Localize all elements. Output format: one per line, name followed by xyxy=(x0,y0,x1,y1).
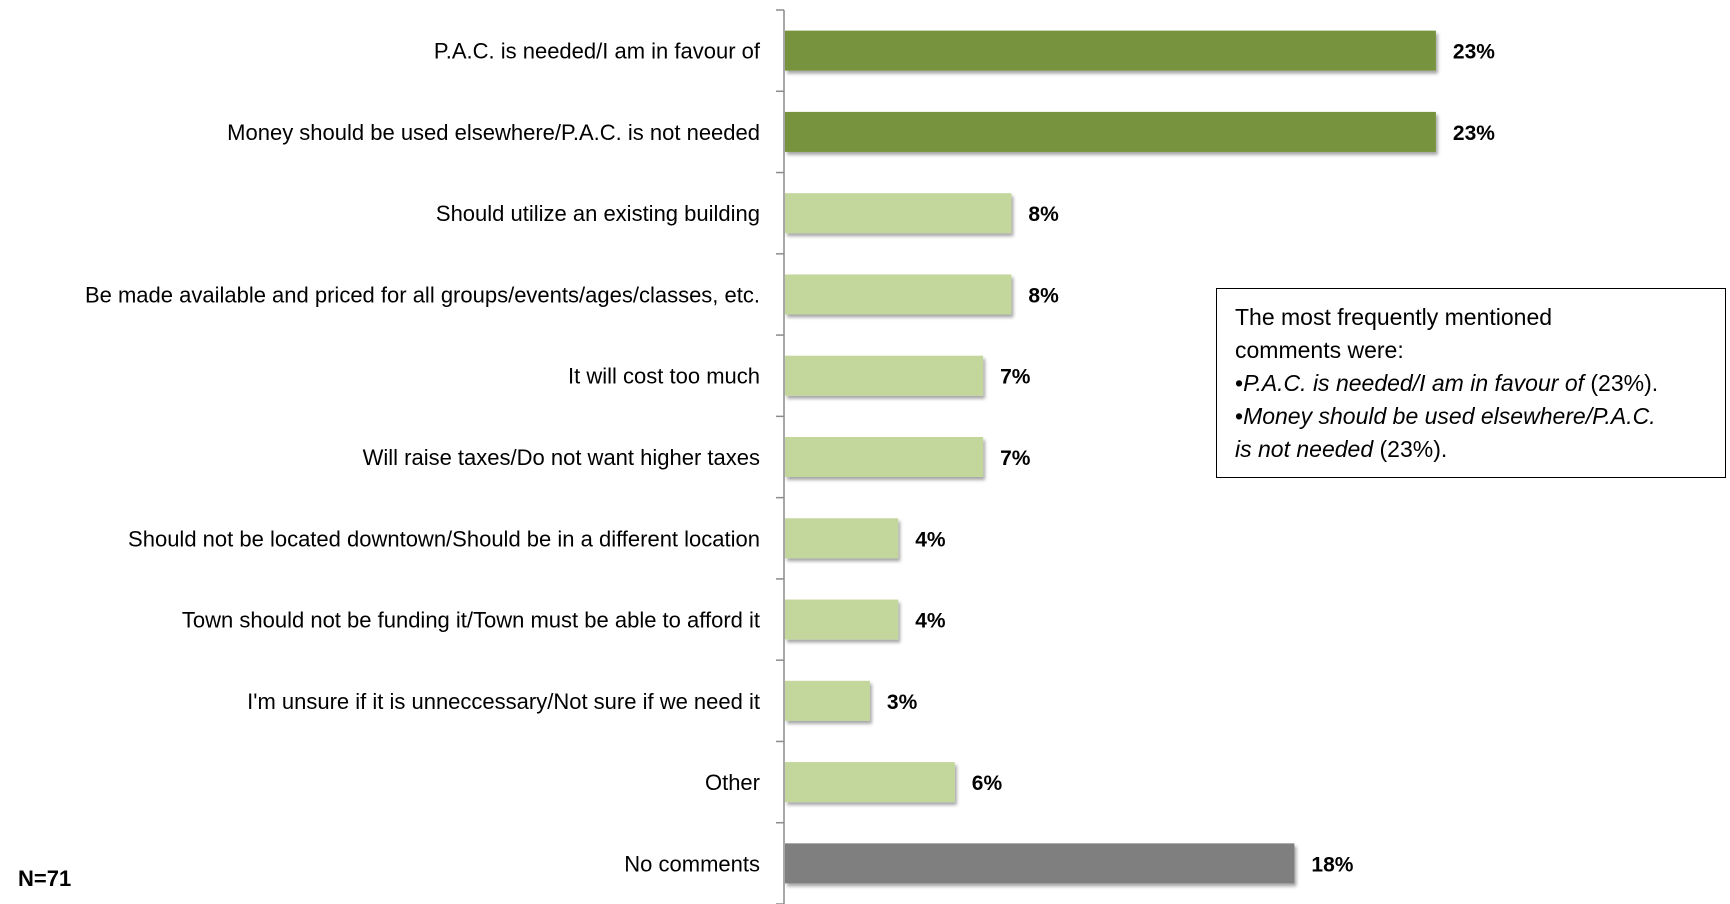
value-label: 3% xyxy=(887,691,918,714)
value-label: 23% xyxy=(1453,122,1495,145)
bar xyxy=(785,762,955,803)
callout-item-1-text: P.A.C. is needed/I am in favour of xyxy=(1243,370,1584,396)
category-label: Town should not be funding it/Town must … xyxy=(182,608,760,633)
category-label: I'm unsure if it is unneccessary/Not sur… xyxy=(247,689,760,714)
bar xyxy=(785,355,984,396)
bar xyxy=(785,843,1295,884)
sample-size-note: N=71 xyxy=(18,866,72,891)
bar xyxy=(785,599,899,640)
callout-item-1-suffix: (23%). xyxy=(1584,370,1659,396)
category-label: Will raise taxes/Do not want higher taxe… xyxy=(363,445,760,470)
bar xyxy=(785,111,1436,152)
callout-item-2-cont: is not needed (23%). xyxy=(1235,433,1707,466)
callout-item-2-text-a: Money should be used elsewhere/P.A.C. xyxy=(1243,403,1656,429)
value-label: 6% xyxy=(972,772,1003,795)
category-label: Should utilize an existing building xyxy=(436,201,760,226)
category-label: P.A.C. is needed/I am in favour of xyxy=(434,39,761,64)
callout-item-1: •P.A.C. is needed/I am in favour of (23%… xyxy=(1235,367,1707,400)
value-label: 18% xyxy=(1311,853,1353,876)
bar xyxy=(785,437,984,477)
category-label: Other xyxy=(705,770,760,795)
value-label: 23% xyxy=(1453,41,1495,64)
bar xyxy=(785,274,1012,315)
bar xyxy=(785,680,870,721)
callout-item-2-suffix: (23%). xyxy=(1373,436,1448,462)
bar xyxy=(785,518,899,559)
value-label: 7% xyxy=(1000,366,1031,389)
callout-bullet: • xyxy=(1235,370,1244,396)
category-label: Should not be located downtown/Should be… xyxy=(128,526,760,551)
bar xyxy=(785,193,1012,234)
callout-intro-line1: The most frequently mentioned xyxy=(1235,304,1553,330)
callout-intro-line2: comments were: xyxy=(1235,337,1404,363)
callout-item-2: •Money should be used elsewhere/P.A.C. xyxy=(1235,400,1707,433)
value-label: 8% xyxy=(1028,284,1059,307)
category-label: Money should be used elsewhere/P.A.C. is… xyxy=(227,120,760,145)
value-label: 4% xyxy=(915,528,946,551)
bar xyxy=(785,30,1436,71)
category-label: No comments xyxy=(624,851,760,876)
value-label: 4% xyxy=(915,610,946,633)
category-label: Be made available and priced for all gro… xyxy=(85,282,760,307)
summary-callout-box: The most frequently mentioned comments w… xyxy=(1216,288,1726,478)
value-label: 7% xyxy=(1000,447,1031,470)
callout-bullet: • xyxy=(1235,403,1244,429)
callout-item-2-text-b: is not needed xyxy=(1235,436,1374,462)
category-label: It will cost too much xyxy=(568,364,760,389)
value-label: 8% xyxy=(1028,203,1059,226)
